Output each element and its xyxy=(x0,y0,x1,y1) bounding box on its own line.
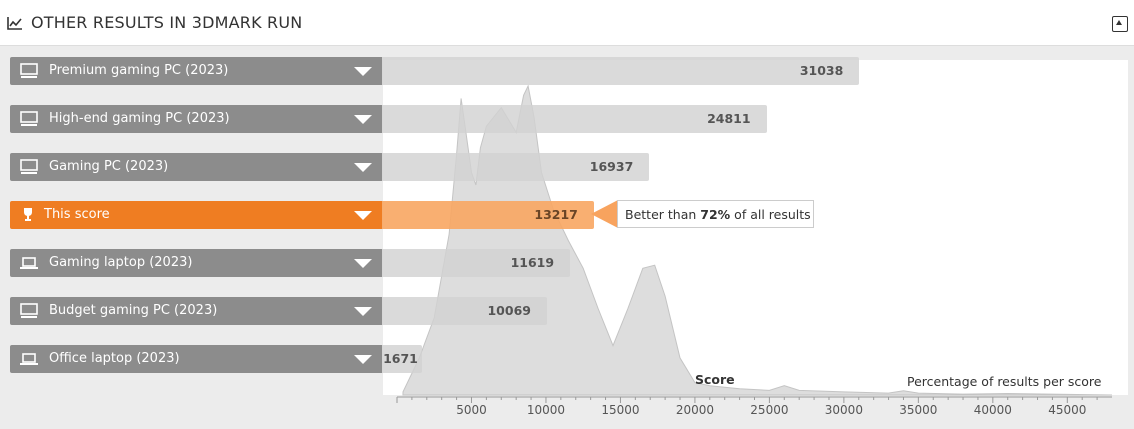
row-label-7[interactable]: Office laptop (2023) xyxy=(10,345,382,373)
row-label-text: Gaming PC (2023) xyxy=(49,159,169,174)
chevron-down-icon[interactable] xyxy=(354,163,372,172)
x-tick-label: 45000 xyxy=(1048,403,1086,417)
x-tick-label: 40000 xyxy=(974,403,1012,417)
row-label-6[interactable]: Budget gaming PC (2023) xyxy=(10,297,382,325)
score-value: 13217 xyxy=(534,207,578,222)
x-tick-label: 10000 xyxy=(527,403,565,417)
row-label-text: Budget gaming PC (2023) xyxy=(49,303,218,318)
laptop-icon xyxy=(20,257,38,269)
chevron-down-icon[interactable] xyxy=(354,259,372,268)
section-header: OTHER RESULTS IN 3DMARK RUN xyxy=(0,0,1134,46)
score-bar-6: 10069 xyxy=(382,297,547,325)
row-label-text: Premium gaming PC (2023) xyxy=(49,63,229,78)
percentile-tooltip: Better than 72% of all results xyxy=(617,200,814,228)
tooltip-suffix: of all results xyxy=(734,207,811,222)
row-label-2[interactable]: High-end gaming PC (2023) xyxy=(10,105,382,133)
chevron-down-icon[interactable] xyxy=(354,115,372,124)
row-label-text: Office laptop (2023) xyxy=(49,351,180,366)
tooltip-value: 72% xyxy=(700,207,731,222)
row-label-1[interactable]: Premium gaming PC (2023) xyxy=(10,57,382,85)
collapse-icon[interactable] xyxy=(1112,16,1128,32)
line-chart-icon xyxy=(7,17,22,30)
score-bar-3: 16937 xyxy=(382,153,650,181)
score-bar-7: 1671 xyxy=(382,345,422,373)
score-bar-4: 13217 xyxy=(382,201,594,229)
score-value: 11619 xyxy=(510,255,555,270)
chevron-down-icon[interactable] xyxy=(354,355,372,364)
score-value: 1671 xyxy=(383,351,418,366)
section-title: OTHER RESULTS IN 3DMARK RUN xyxy=(31,13,303,32)
score-bar-5: 11619 xyxy=(382,249,571,277)
chevron-down-icon[interactable] xyxy=(354,67,372,76)
desktop-icon xyxy=(20,111,38,126)
chevron-down-icon[interactable] xyxy=(354,307,372,316)
score-bar-2: 24811 xyxy=(382,105,767,133)
laptop-icon xyxy=(20,353,38,365)
score-value: 24811 xyxy=(707,111,751,126)
x-tick-label: 15000 xyxy=(601,403,639,417)
score-value: 31038 xyxy=(799,63,844,78)
desktop-icon xyxy=(20,63,38,78)
score-value: 10069 xyxy=(487,303,531,318)
row-label-3[interactable]: Gaming PC (2023) xyxy=(10,153,382,181)
row-label-4[interactable]: This score xyxy=(10,201,382,229)
x-tick-label: 20000 xyxy=(676,403,714,417)
tooltip-pointer xyxy=(591,200,618,228)
trophy-icon xyxy=(24,208,32,221)
x-tick-label: 5000 xyxy=(456,403,487,417)
distribution-legend: Percentage of results per score xyxy=(907,374,1102,389)
row-label-text: Gaming laptop (2023) xyxy=(49,255,193,270)
row-label-5[interactable]: Gaming laptop (2023) xyxy=(10,249,382,277)
x-tick-label: 35000 xyxy=(899,403,937,417)
score-bar-1: 31038 xyxy=(382,57,860,85)
row-label-text: This score xyxy=(44,207,110,222)
x-tick-label: 25000 xyxy=(750,403,788,417)
tooltip-prefix: Better than xyxy=(625,207,697,222)
score-value: 16937 xyxy=(589,159,634,174)
desktop-icon xyxy=(20,159,38,174)
x-tick-label: 30000 xyxy=(825,403,863,417)
desktop-icon xyxy=(20,303,38,318)
row-label-text: High-end gaming PC (2023) xyxy=(49,111,230,126)
chevron-down-icon[interactable] xyxy=(354,211,372,220)
x-axis-title: Score xyxy=(695,372,735,387)
